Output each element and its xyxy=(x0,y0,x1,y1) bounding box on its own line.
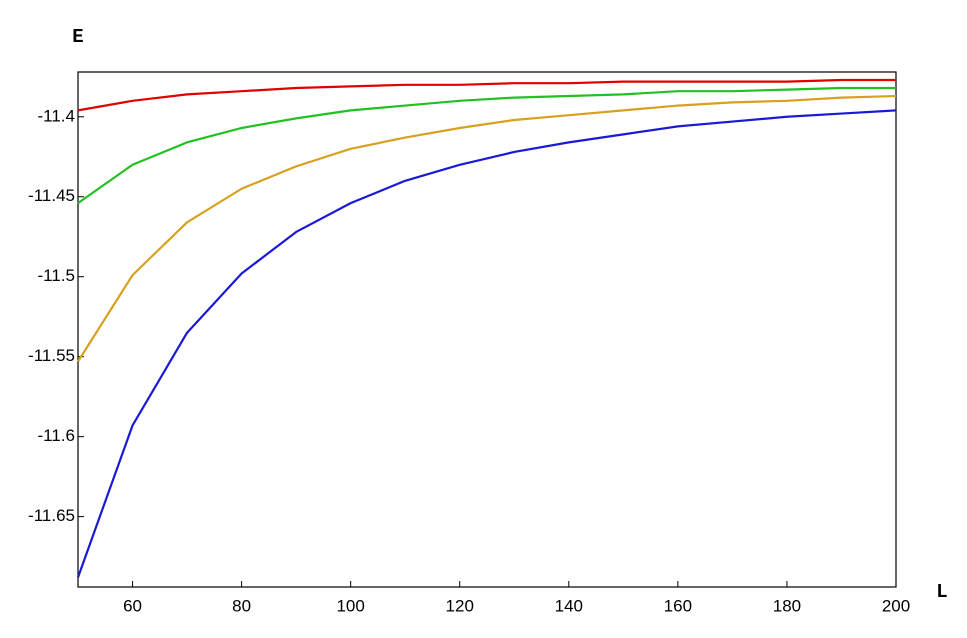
y-tick-label: -11.45 xyxy=(28,186,75,205)
y-tick-label: -11.65 xyxy=(28,506,75,525)
y-tick-label: -11.5 xyxy=(38,266,76,285)
y-tick-label: -11.4 xyxy=(38,106,76,125)
y-tick-label: -11.6 xyxy=(38,426,76,445)
x-tick-label: 60 xyxy=(123,596,142,615)
curve xyxy=(76,109,897,578)
curve xyxy=(77,86,896,205)
y-tick-label: -11.55 xyxy=(28,346,75,365)
x-tick-label: 180 xyxy=(773,596,801,615)
curve xyxy=(77,94,897,363)
curve xyxy=(77,78,896,112)
y-axis-title: E xyxy=(72,26,83,48)
x-tick-label: 80 xyxy=(232,596,251,615)
x-tick-label: 140 xyxy=(555,596,583,615)
x-tick-label: 160 xyxy=(664,596,692,615)
x-tick-label: 200 xyxy=(882,596,910,615)
x-tick-label: 120 xyxy=(446,596,474,615)
x-tick-label: 100 xyxy=(336,596,364,615)
plot-frame xyxy=(77,71,897,588)
x-axis-title: L xyxy=(936,581,947,603)
